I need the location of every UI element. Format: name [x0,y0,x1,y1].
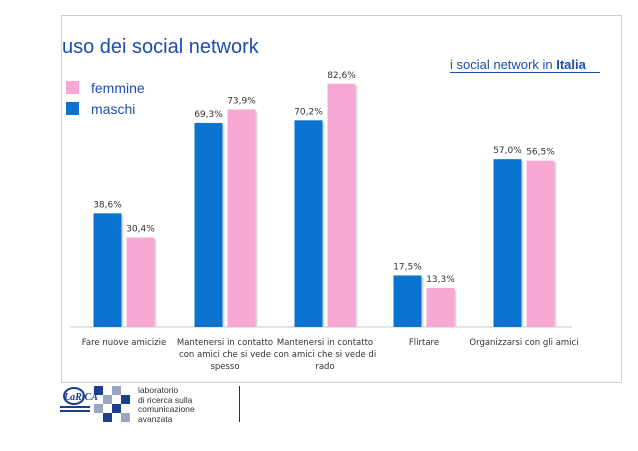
legend-swatch-femmine [66,81,79,94]
bar-maschi-2 [294,120,323,327]
legend-swatch-maschi [66,102,79,115]
bar-maschi-4 [493,159,522,327]
bar-femmine-0 [126,237,155,327]
chart-subtitle: i social network in Italia [450,58,600,73]
lab-name-line-1: laboratorio [138,385,179,395]
logo-rule-2 [60,410,90,412]
data-label-femmine-0: 30,4% [126,224,155,234]
bar-maschi-1 [194,122,223,327]
logo-swoosh [63,387,85,405]
category-label-4-0: Organizzarsi con gli amici [469,338,578,348]
category-label-1-1: con amici che si vede [179,350,271,360]
category-label-2-0: Mantenersi in contatto [277,338,373,348]
data-label-femmine-1: 73,9% [227,96,256,106]
lab-name-line-4: avanzata [138,413,173,424]
data-label-maschi-0: 38,6% [93,200,122,210]
category-label-2-2: rado [315,362,334,372]
legend-item-maschi: maschi [66,98,145,119]
subtitle-country: Italia [556,57,586,72]
category-label-1-0: Mantenersi in contatto [177,338,273,348]
logo-rule-1 [60,406,90,408]
category-label-2-1: con amici che si vede di [274,350,376,360]
data-label-maschi-2: 70,2% [294,107,323,117]
bar-femmine-3 [426,287,455,327]
lab-name-line-2: di ricerca sulla [138,394,193,405]
data-label-femmine-2: 82,6% [327,71,356,81]
category-label-3-0: Flirtare [409,338,439,348]
bar-maschi-0 [93,213,122,327]
lab-name-line-3: comunicazione [138,404,195,414]
page-title: uso dei social network [62,36,259,58]
category-label-1-2: spesso [210,362,239,372]
bar-femmine-2 [327,83,356,328]
logo-wordmark: LaRiCA [63,392,98,403]
lab-logo: LaRiCA [60,386,130,422]
legend-label-maschi: maschi [91,100,136,117]
data-label-maschi-4: 57,0% [493,146,522,156]
data-label-maschi-1: 69,3% [194,110,223,120]
category-label-0-0: Fare nuove amicizie [82,338,166,348]
bar-maschi-3 [393,275,422,327]
bar-femmine-1 [227,109,256,328]
bar-femmine-4 [526,160,555,327]
legend-item-femmine: femmine [66,77,145,98]
data-label-femmine-4: 56,5% [526,148,555,158]
subtitle-prefix: i social network in [450,57,557,72]
data-label-maschi-3: 17,5% [393,262,422,272]
chart-legend: femmine maschi [66,77,145,119]
logo-checker [94,386,130,422]
data-label-femmine-3: 13,3% [426,275,455,285]
slide-frame [61,15,622,383]
lab-name: laboratorio di ricerca sulla comunicazio… [138,385,240,424]
legend-label-femmine: femmine [91,79,145,96]
